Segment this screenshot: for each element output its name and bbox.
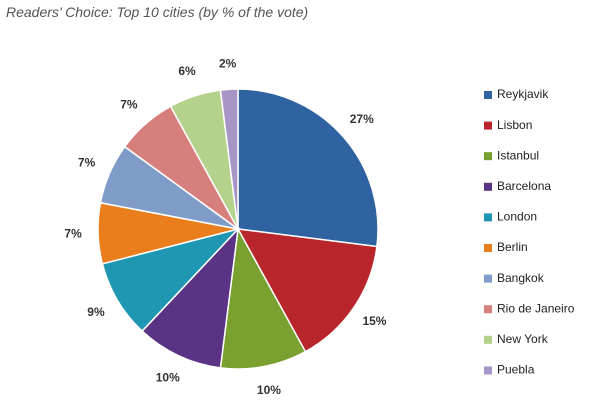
legend-swatch-berlin [484,244,492,252]
legend-label-reykjavik: Reykjavik [497,87,549,101]
pie-slice-puebla [219,88,239,230]
legend-label-new-york: New York [497,332,549,346]
chart-legend: Reykjavik Lisbon Istanbul Barcelona London Be… [484,87,575,377]
data-label-reykjavik: 27% [350,112,374,126]
legend-label-barcelona: Barcelona [497,179,551,193]
data-label-london: 9% [87,305,105,319]
legend-label-berlin: Berlin [497,240,528,254]
legend-label-puebla: Puebla [497,363,535,377]
legend-swatch-london [484,213,492,222]
data-label-rio-de-janeiro: 7% [120,97,138,111]
data-label-lisbon: 15% [362,314,386,328]
data-label-bangkok: 7% [78,156,96,170]
legend-swatch-reykjavik [484,91,492,99]
legend-swatch-istanbul [484,152,492,161]
legend-swatch-lisbon [484,121,492,130]
legend-label-rio-de-janeiro: Rio de Janeiro [497,301,575,315]
pie-slice-barcelona [141,226,240,369]
data-label-new-york: 6% [178,64,196,78]
pie-slices [97,88,379,370]
legend-label-london: London [497,210,537,224]
legend-swatch-rio-de-janeiro [484,305,492,314]
pie-slice-london [101,227,241,333]
legend-swatch-puebla [484,366,492,375]
legend-swatch-new-york [484,335,492,344]
pie-data-labels: 27% 15% 10% 10% 9% 7% 7% 7% 6% 2% [64,56,386,397]
data-label-puebla: 2% [219,56,237,70]
data-label-barcelona: 10% [156,370,180,384]
pie-slice-reykjavik [237,88,379,248]
legend-label-bangkok: Bangkok [497,271,545,285]
data-label-berlin: 7% [64,226,82,240]
legend-label-istanbul: Istanbul [497,148,539,162]
pie-slice-istanbul [219,226,307,370]
legend-label-lisbon: Lisbon [497,118,532,132]
data-label-istanbul: 10% [257,383,281,397]
pie-slice-lisbon [236,228,378,353]
chart-title: Readers’ Choice: Top 10 cities (by % of … [6,4,309,20]
legend-swatch-barcelona [484,182,492,191]
legend-swatch-bangkok [484,274,492,283]
